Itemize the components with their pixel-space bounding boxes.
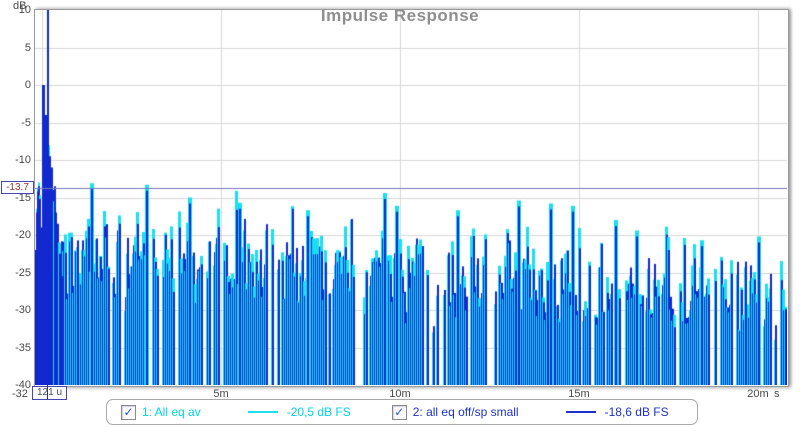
x-tick-label: 15m (568, 388, 590, 400)
cursor-db-marker[interactable]: -13.7 (1, 181, 34, 194)
impulse-response-plot-canvas[interactable] (35, 10, 787, 385)
y-tick-label: -10 (15, 154, 31, 166)
y-tick-label: -30 (15, 304, 31, 316)
checkbox-check-icon (123, 406, 133, 418)
y-tick-label: -25 (15, 266, 31, 279)
checkbox-check-icon (394, 406, 404, 418)
legend-checkbox-series2[interactable] (391, 404, 407, 420)
y-tick-label: 5 (24, 41, 31, 54)
cursor-time-marker[interactable]: 121 u (32, 386, 67, 400)
x-tick-label: 10m (389, 388, 411, 400)
chart-title: Impulse Response (320, 6, 480, 25)
legend-line-sample-series1 (247, 411, 278, 413)
legend-label-series2: 2: all eq off/sp small (412, 405, 519, 419)
legend-label-series1: 1: All eq av (142, 405, 201, 419)
x-tick-label: 5m (213, 388, 229, 400)
y-tick-label: 0 (24, 79, 31, 91)
x-axis-start-label: -32 (12, 388, 28, 400)
y-tick-label: -40 (15, 379, 31, 391)
x-tick-label: 20m (747, 388, 769, 400)
legend-line-sample-series2 (565, 411, 596, 413)
y-tick-label: -15 (15, 191, 31, 204)
cursor-pointer-line (47, 385, 48, 399)
legend-checkbox-series1[interactable] (121, 404, 136, 420)
y-tick-label: -35 (15, 341, 31, 354)
legend-level-series1: -20,5 dB FS (286, 405, 351, 419)
legend-level-series2: -18,6 dB FS (604, 405, 669, 419)
legend-panel: 1: All eq av -20,5 dB FS 2: all eq off/s… (106, 399, 698, 425)
y-tick-label: -20 (15, 229, 31, 241)
y-tick-label: -5 (21, 116, 31, 129)
x-axis-unit-label: s (774, 388, 780, 400)
y-tick-label: 10 (18, 4, 31, 16)
y-axis-unit-label: dB (13, 0, 27, 12)
